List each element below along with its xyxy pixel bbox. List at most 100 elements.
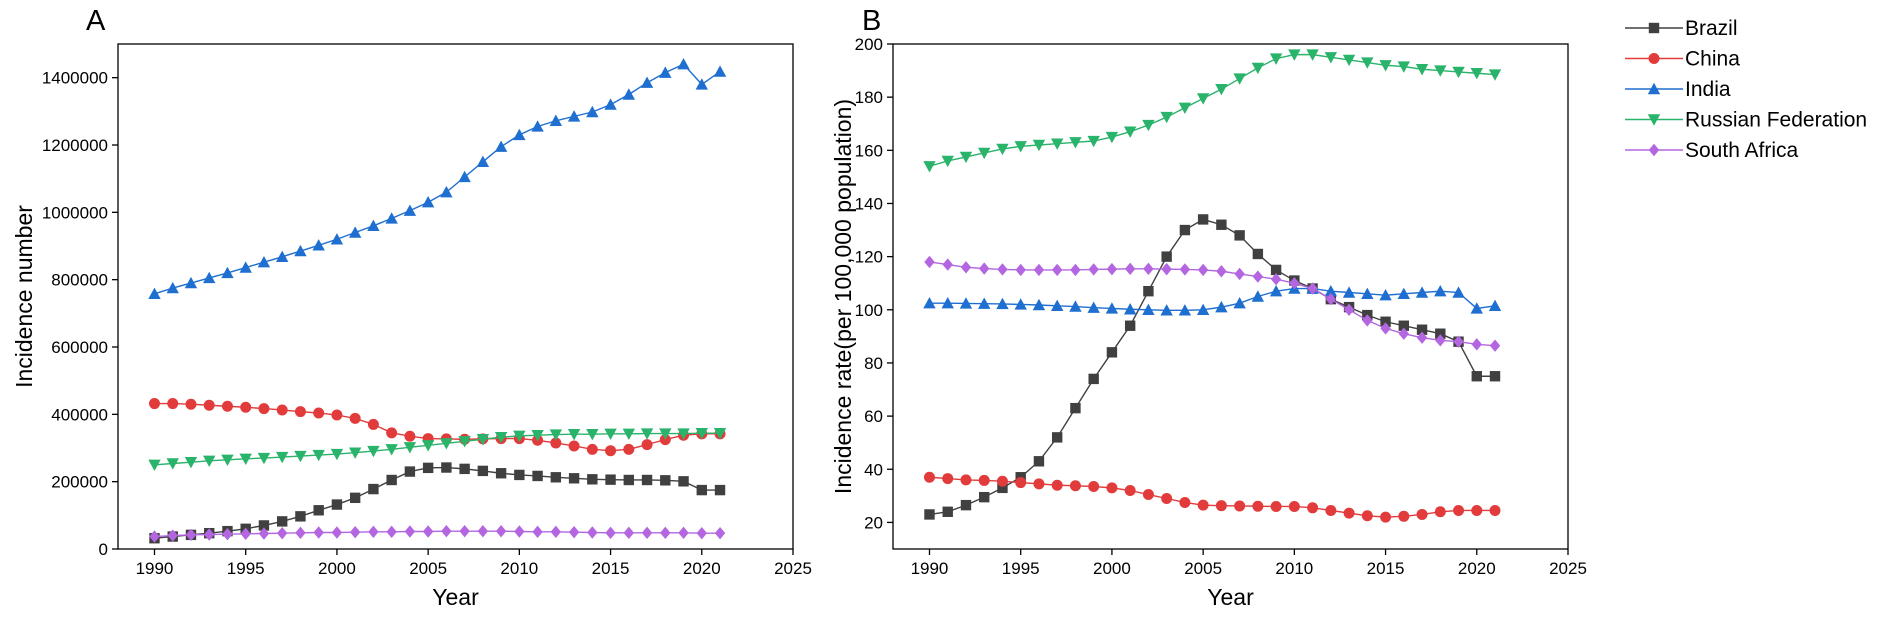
data-point-south-africa (1435, 334, 1446, 347)
data-point-brazil (641, 474, 653, 486)
data-point-india (978, 297, 991, 309)
data-point-russian-federation (476, 434, 490, 446)
series-russian-federation (923, 49, 1502, 173)
data-point-india (458, 170, 471, 183)
data-point-brazil (1471, 371, 1482, 382)
data-point-russian-federation (403, 442, 417, 454)
data-point-south-africa (532, 525, 543, 539)
data-point-south-africa (1124, 262, 1136, 276)
data-point-india (1233, 296, 1246, 309)
data-point-south-africa (1453, 335, 1464, 348)
data-point-russian-federation (1434, 65, 1447, 77)
data-point-india (923, 296, 936, 309)
panel-letter: A (86, 5, 106, 37)
data-point-china (1161, 493, 1173, 504)
data-point-russian-federation (1087, 135, 1100, 148)
data-point-russian-federation (367, 445, 380, 458)
legend-label: India (1685, 78, 1731, 101)
data-point-russian-federation (659, 428, 672, 440)
data-point-brazil (1088, 373, 1099, 385)
data-point-russian-federation (1142, 119, 1155, 132)
data-point-south-africa (587, 526, 598, 539)
data-point-russian-federation (1452, 66, 1465, 79)
x-tick-label: 1995 (1002, 559, 1040, 578)
data-point-russian-federation (604, 428, 617, 441)
data-point-south-africa (1307, 282, 1318, 295)
data-point-south-africa (222, 527, 233, 541)
data-point-china (1489, 504, 1501, 516)
data-point-russian-federation (312, 449, 325, 462)
data-point-india (1342, 286, 1356, 298)
data-point-south-africa (623, 526, 635, 540)
data-point-india (312, 239, 325, 251)
data-point-india (1397, 287, 1411, 300)
data-point-brazil (368, 483, 379, 495)
data-point-brazil (1070, 402, 1081, 414)
data-point-india (1032, 298, 1046, 311)
data-point-china (1015, 477, 1027, 489)
plot-frame (892, 43, 1569, 550)
data-point-india (494, 140, 508, 152)
data-point-china (550, 437, 562, 449)
data-point-south-africa (1197, 263, 1209, 277)
data-point-russian-federation (959, 151, 973, 164)
data-point-india (1361, 287, 1374, 300)
data-point-russian-federation (622, 428, 636, 441)
data-point-south-africa (942, 258, 953, 271)
data-point-brazil (1161, 251, 1172, 262)
data-point-brazil (1435, 328, 1446, 339)
data-point-china (1234, 500, 1246, 512)
data-point-south-africa (605, 526, 616, 540)
data-point-india (421, 196, 435, 208)
data-point-south-africa (678, 526, 689, 540)
legend-label: Brazil (1685, 17, 1738, 40)
data-point-brazil (258, 520, 270, 531)
data-point-brazil (331, 499, 343, 510)
data-point-russian-federation (148, 459, 161, 472)
data-point-india (1087, 301, 1100, 313)
x-tick-label: 1990 (911, 559, 949, 578)
data-point-india (221, 266, 234, 279)
data-point-china (996, 475, 1008, 487)
legend: Brazil China India Russian Federation South … (1625, 17, 1867, 162)
data-point-russian-federation (996, 143, 1009, 156)
data-point-russian-federation (1306, 49, 1319, 61)
data-point-russian-federation (1178, 102, 1192, 114)
legend-marker (1647, 114, 1661, 126)
data-point-brazil (605, 474, 616, 485)
legend-label: South Africa (1685, 139, 1799, 162)
data-point-china (404, 430, 416, 442)
data-point-russian-federation (549, 429, 563, 441)
data-point-brazil (386, 474, 397, 486)
y-tick-label: 200 (855, 35, 883, 54)
data-point-russian-federation (458, 436, 471, 448)
y-tick-label: 160 (855, 141, 883, 160)
data-point-south-africa (1252, 270, 1264, 283)
data-point-india (257, 255, 271, 268)
y-tick-label: 1400000 (42, 69, 108, 88)
data-point-china (1434, 506, 1446, 518)
data-point-india (1050, 299, 1064, 312)
data-point-india (1123, 303, 1137, 315)
data-point-brazil (997, 482, 1008, 494)
data-point-brazil (1216, 219, 1227, 230)
data-point-india (239, 261, 252, 273)
y-tick-label: 40 (864, 460, 883, 479)
data-point-india (941, 296, 954, 309)
data-point-china (148, 398, 160, 410)
data-point-russian-federation (1215, 83, 1228, 96)
data-point-india (659, 66, 672, 78)
data-point-china (1124, 485, 1136, 497)
data-point-russian-federation (1233, 73, 1246, 85)
data-point-south-africa (386, 525, 397, 539)
data-point-china (623, 443, 635, 455)
data-point-south-africa (1070, 263, 1081, 277)
data-point-russian-federation (1269, 53, 1283, 65)
legend-marker (1647, 82, 1661, 95)
data-point-brazil (568, 473, 580, 484)
data-point-russian-federation (385, 444, 398, 456)
legend-entry-brazil: Brazil (1625, 17, 1738, 40)
data-point-china (605, 445, 617, 457)
data-point-russian-federation (239, 453, 252, 465)
data-point-china (294, 406, 306, 418)
